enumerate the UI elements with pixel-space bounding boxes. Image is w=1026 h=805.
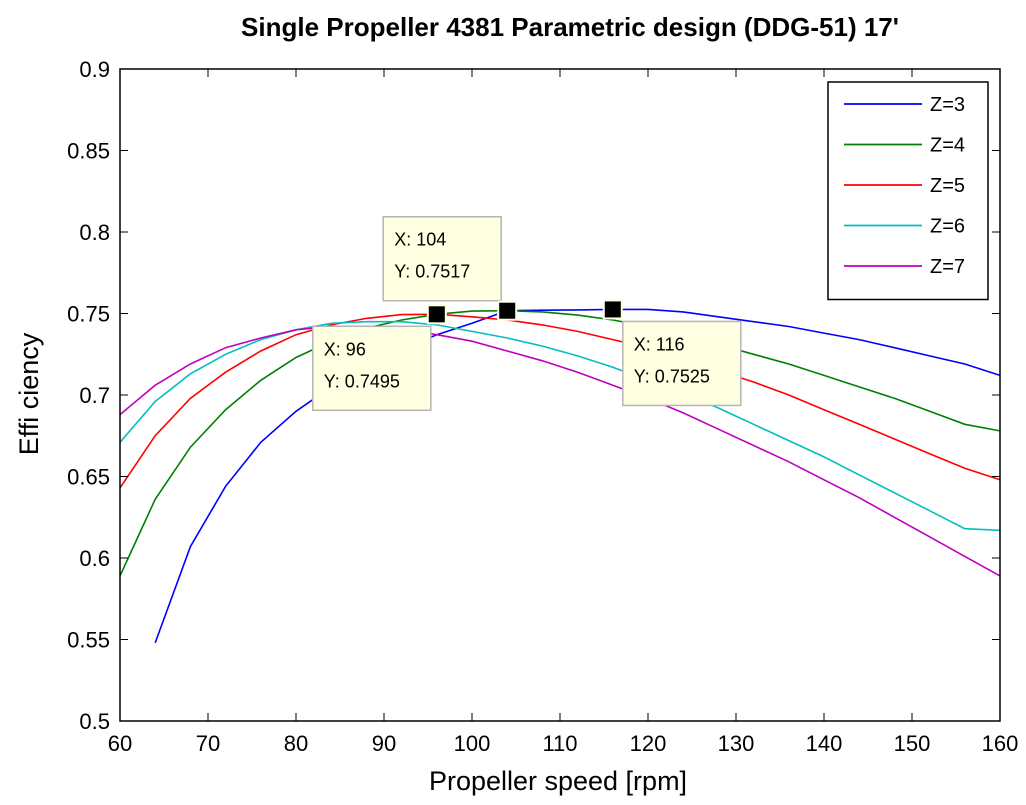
series-line-z3 (154, 308, 1001, 644)
x-tick-label: 150 (894, 731, 931, 756)
tick-layer: 60 70 80 90 100 110 120 130 140 150 160 0.5 0.55 0.6 0… (67, 57, 1018, 756)
x-tick-label: 100 (454, 731, 491, 756)
datatip-marker (497, 300, 518, 321)
series-line-z5 (119, 313, 1001, 489)
datatip-box (622, 320, 742, 407)
datatip-marker (602, 299, 623, 320)
legend-label: Z=5 (930, 175, 965, 197)
legend-label: Z=7 (930, 256, 965, 278)
y-tick-label: 0.75 (67, 302, 110, 327)
chart-title: Single Propeller 4381 Parametric design … (241, 12, 899, 42)
x-tick-label: 80 (284, 731, 308, 756)
series-line-z7 (119, 325, 1001, 577)
legend: Z=3 Z=4 Z=5 Z=6 Z=7 (827, 81, 989, 301)
datatip-x-label: X: 104 (394, 230, 446, 250)
x-tick-label: 60 (108, 731, 132, 756)
y-tick-label: 0.8 (79, 220, 110, 245)
x-tick-label: 130 (718, 731, 755, 756)
y-tick-label: 0.85 (67, 139, 110, 164)
legend-box (827, 81, 989, 301)
datatip-y-label: Y: 0.7495 (324, 371, 400, 391)
y-tick-label: 0.65 (67, 465, 110, 490)
x-tick-label: 160 (982, 731, 1019, 756)
x-tick-label: 140 (806, 731, 843, 756)
plot-frame (119, 68, 1001, 722)
datatip-y-label: Y: 0.7525 (634, 366, 710, 386)
x-axis-label: Propeller speed [rpm] (429, 766, 687, 796)
x-tick-label: 70 (196, 731, 220, 756)
y-tick-label: 0.55 (67, 628, 110, 653)
datatip-box (382, 215, 502, 302)
datatip: X: 116 Y: 0.7525 (602, 299, 742, 407)
series-layer (119, 308, 1001, 644)
datatip: X: 104 Y: 0.7517 (382, 215, 518, 321)
datatip-marker (426, 304, 447, 325)
legend-label: Z=6 (930, 216, 965, 238)
y-tick-label: 0.6 (79, 546, 110, 571)
datatip-layer: X: 104 Y: 0.7517 X: 96 Y: 0.7495 X: 116 Y: 0.… (312, 215, 742, 412)
series-line-z6 (119, 320, 1001, 532)
legend-label: Z=4 (930, 135, 965, 157)
x-tick-label: 110 (542, 731, 577, 756)
y-axis-label: Effi ciency (14, 332, 44, 455)
x-tick-label: 90 (372, 731, 396, 756)
datatip-box (312, 325, 432, 412)
series-line-z4 (119, 309, 1001, 577)
datatip-x-label: X: 116 (634, 334, 685, 354)
legend-label: Z=3 (930, 94, 965, 116)
datatip-y-label: Y: 0.7517 (394, 262, 470, 282)
y-tick-label: 0.9 (79, 57, 110, 82)
datatip-x-label: X: 96 (324, 339, 366, 359)
y-tick-label: 0.7 (79, 383, 110, 408)
datatip: X: 96 Y: 0.7495 (312, 304, 447, 412)
y-tick-label: 0.5 (79, 709, 110, 734)
x-tick-label: 120 (630, 731, 667, 756)
